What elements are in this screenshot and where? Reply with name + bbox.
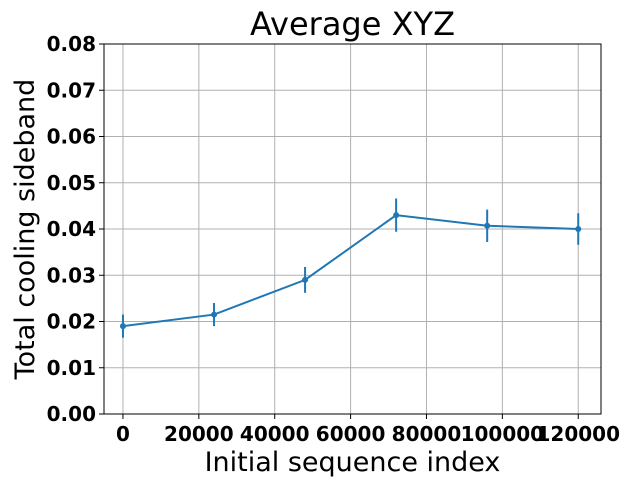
- chart-title: Average XYZ: [250, 5, 455, 43]
- x-tick-label: 100000: [461, 422, 545, 446]
- y-tick-label: 0.04: [47, 217, 96, 241]
- data-point: [119, 323, 126, 330]
- x-tick-label: 20000: [164, 422, 234, 446]
- data-point: [393, 212, 400, 219]
- x-tick-label: 120000: [536, 422, 620, 446]
- data-point: [575, 226, 582, 232]
- y-tick-label: 0.00: [47, 402, 96, 426]
- series: [119, 198, 582, 338]
- data-point: [302, 276, 309, 283]
- x-tick-label: 60000: [316, 422, 386, 446]
- y-axis-label: Total cooling sideband: [10, 79, 41, 381]
- y-axis-ticks: 0.00 0.01 0.02 0.03 0.04 0.05 0.06 0.07 0.08: [47, 32, 104, 426]
- y-tick-label: 0.02: [47, 310, 96, 334]
- y-tick-label: 0.05: [47, 171, 96, 195]
- x-tick-label: 0: [116, 422, 130, 446]
- y-tick-label: 0.01: [47, 356, 96, 380]
- data-point: [484, 222, 491, 229]
- y-tick-label: 0.08: [47, 32, 96, 56]
- x-axis-label: Initial sequence index: [205, 447, 501, 478]
- series-line: [122, 214, 579, 328]
- y-tick-label: 0.06: [47, 125, 96, 149]
- y-tick-label: 0.03: [47, 263, 96, 287]
- grid: [104, 43, 601, 415]
- x-tick-label: 80000: [392, 422, 462, 446]
- data-point: [211, 311, 218, 318]
- x-tick-label: 40000: [240, 422, 310, 446]
- y-tick-label: 0.07: [47, 78, 96, 102]
